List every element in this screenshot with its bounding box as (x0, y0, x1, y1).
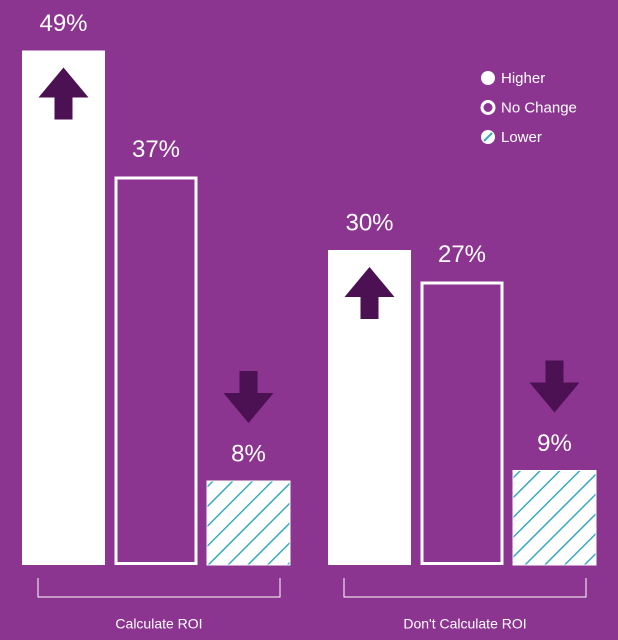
legend-label: Lower (501, 129, 542, 146)
down-arrow (223, 371, 274, 423)
group-bracket (37, 578, 281, 598)
bar (512, 470, 597, 566)
value-label: 27% (438, 241, 486, 268)
bar (420, 281, 504, 565)
legend-marker-hatch (483, 132, 493, 142)
legend-marker (481, 71, 495, 85)
bar (22, 50, 105, 565)
value-label: 8% (231, 440, 266, 467)
value-label: 37% (132, 136, 180, 163)
legend-marker (480, 100, 496, 115)
bar (206, 480, 291, 566)
group-bracket (343, 578, 587, 598)
x-tick-label: Calculate ROI (115, 616, 202, 632)
legend-label: Higher (501, 70, 545, 87)
value-label: 49% (39, 10, 87, 37)
down-arrow (529, 360, 580, 413)
up-arrow (344, 267, 395, 319)
legend-label: No Change (501, 99, 577, 116)
value-label: 30% (345, 209, 393, 236)
bar (114, 176, 198, 565)
x-tick-label: Don't Calculate ROI (403, 616, 526, 632)
up-arrow (38, 67, 89, 120)
value-label: 9% (537, 430, 572, 457)
